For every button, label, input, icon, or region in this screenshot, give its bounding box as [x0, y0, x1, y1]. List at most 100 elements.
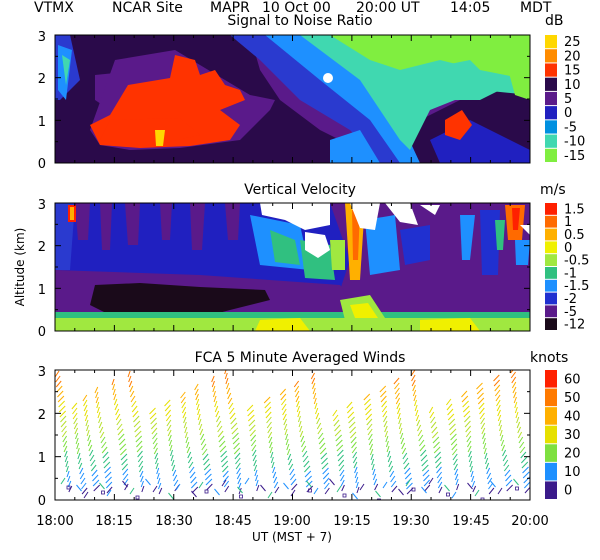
wind-barb [222, 465, 229, 473]
wind-barb [156, 467, 160, 475]
wind-barb [157, 477, 161, 485]
wind-barb [290, 489, 296, 497]
colorbar-swatch [545, 77, 557, 91]
wind-barb [476, 382, 483, 390]
wind-barb [87, 434, 91, 442]
wind-barb [482, 432, 486, 440]
wind-barb [151, 427, 158, 435]
winds-y-tick: 0 [38, 494, 46, 509]
wind-barb [464, 420, 471, 428]
wind-barb [364, 398, 371, 406]
wind-barb [152, 432, 158, 440]
date-label: 10 Oct 00 [262, 0, 331, 16]
wind-barb [214, 400, 218, 408]
wind-barb [214, 405, 219, 413]
wind-barb [398, 488, 404, 496]
wind-barb [424, 484, 431, 492]
wind-barb [339, 469, 345, 477]
wind-barb [324, 487, 330, 495]
wind-barb [92, 479, 100, 487]
wind-barb [246, 404, 254, 412]
wind-barb [399, 427, 403, 435]
wind-barb [216, 420, 222, 428]
wind-barb [267, 431, 273, 439]
colorbar-label: 0.5 [564, 228, 585, 243]
wind-barb [401, 447, 407, 455]
wind-barb [379, 385, 387, 393]
colorbar-label: -5 [564, 305, 577, 320]
wind-barb [66, 470, 70, 478]
wind-barb [499, 424, 503, 432]
wind-barb [472, 485, 477, 493]
wind-barb [170, 454, 174, 462]
wind-barb [99, 426, 104, 434]
calm-marker [171, 501, 174, 504]
wind-barb [463, 410, 471, 418]
wind-barb [420, 449, 427, 457]
wind-barb [270, 456, 274, 464]
wind-barb [187, 456, 193, 464]
wind-barb [517, 426, 522, 434]
wind-barb [101, 441, 107, 449]
wind-barb [79, 467, 84, 475]
wind-barb [497, 414, 502, 422]
wind-barb [186, 446, 191, 454]
wind-barb [165, 409, 172, 417]
snr-y-tick: 3 [38, 30, 46, 45]
wind-barb [133, 415, 140, 423]
wind-barb [423, 479, 430, 487]
wind-barb [516, 416, 520, 424]
wind-barb [434, 456, 442, 464]
wind-barb [194, 383, 199, 391]
wind-barb [385, 435, 389, 443]
wind-barb [349, 426, 356, 434]
wind-barb [451, 491, 457, 499]
wind-barb [230, 417, 237, 425]
wind-barb [462, 405, 470, 413]
wind-barb [461, 390, 468, 398]
wind-barb [462, 400, 469, 408]
wind-barb [352, 451, 358, 459]
wind-barb [73, 422, 78, 430]
wind-barb [349, 431, 357, 439]
wind-barb [301, 440, 306, 448]
wind-barb [464, 415, 471, 423]
wind-barb [365, 408, 372, 416]
wind-barb [383, 420, 388, 428]
wind-barb [74, 427, 79, 435]
snr-unit: dB [545, 13, 564, 29]
wind-barb [270, 451, 274, 459]
wind-barb [105, 476, 112, 484]
wind-barb [485, 462, 490, 470]
wind-barb [130, 390, 135, 398]
wind-barb [198, 418, 202, 426]
wind-barb [286, 443, 290, 451]
wind-barb [455, 478, 459, 486]
wind-barb [329, 478, 335, 486]
wind-barb [195, 393, 199, 401]
wind-barb [430, 421, 437, 429]
wind-barb [76, 447, 80, 455]
wind-barb [250, 434, 257, 442]
wind-barb [418, 434, 424, 442]
wind-barb [103, 461, 111, 469]
wind-barb [167, 424, 172, 432]
wind-barb [93, 484, 101, 492]
wind-barb [320, 452, 328, 460]
wind-barb [78, 457, 82, 465]
wind-barb [293, 380, 300, 388]
wind-barb [390, 480, 397, 488]
wind-barb [139, 470, 144, 478]
wind-barb [64, 450, 68, 458]
wind-barb [364, 403, 372, 411]
wind-barb [420, 454, 428, 462]
wind-barb [315, 407, 319, 415]
wind-barb [282, 413, 287, 421]
wind-barb [322, 467, 329, 475]
wind-barb [96, 401, 100, 409]
wind-barb [64, 455, 68, 463]
wind-barb [321, 457, 328, 465]
calm-marker [66, 485, 71, 490]
wind-barb [384, 425, 388, 433]
